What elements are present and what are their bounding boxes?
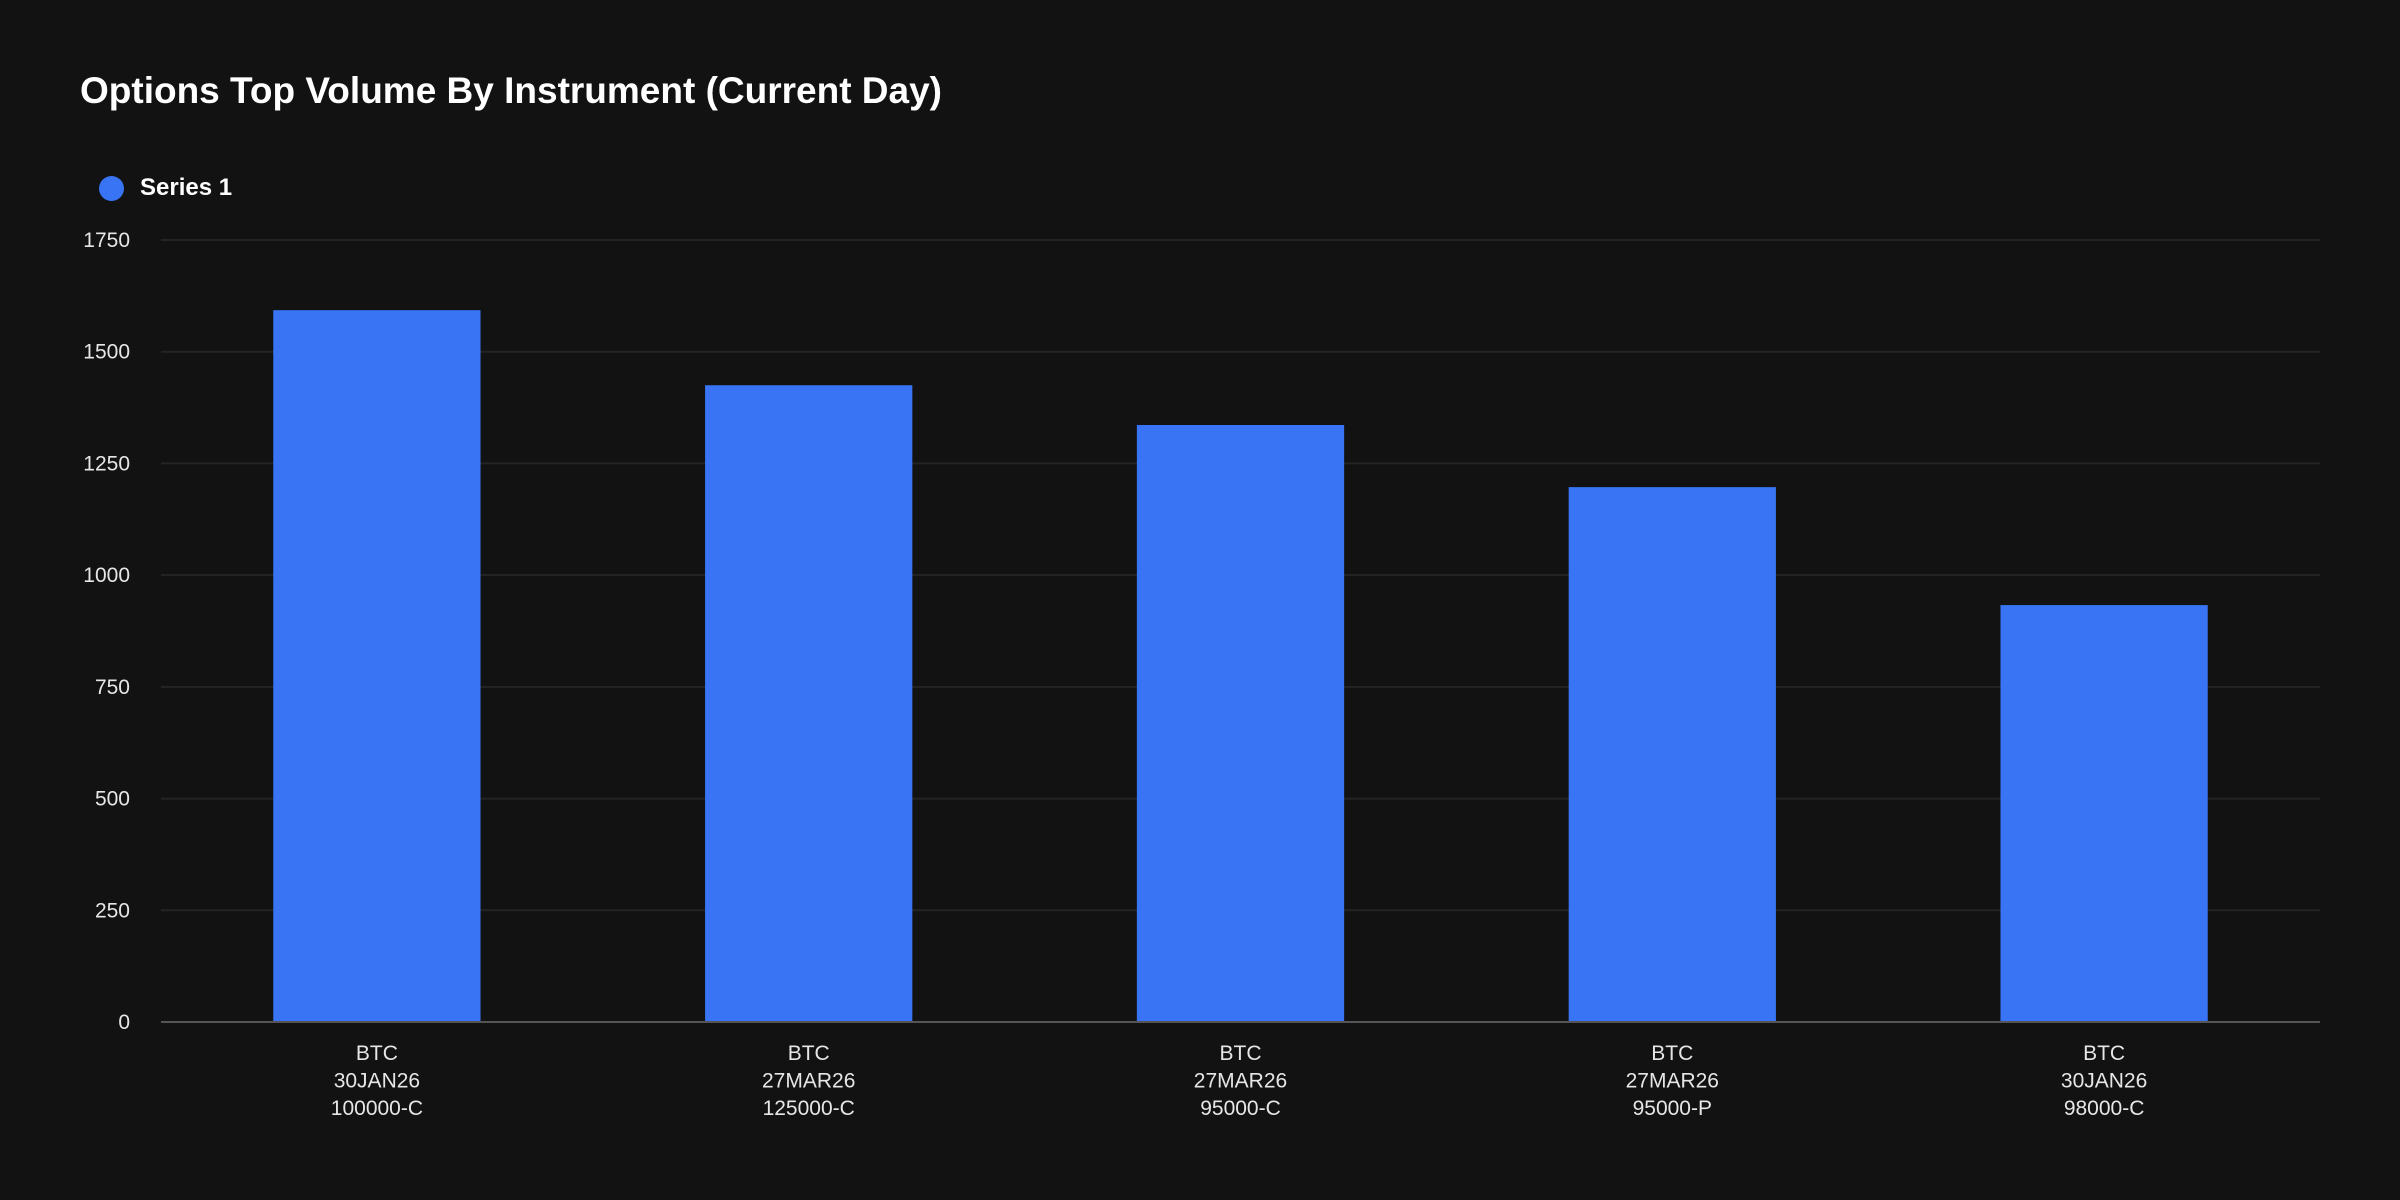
x-tick-label: 95000-C bbox=[1200, 1097, 1281, 1120]
x-tick-label: 30JAN26 bbox=[334, 1070, 420, 1093]
legend-marker bbox=[99, 175, 124, 201]
bar bbox=[2000, 605, 2208, 1022]
x-tick-label: BTC bbox=[2083, 1042, 2125, 1065]
x-tick-label: BTC bbox=[356, 1042, 398, 1065]
x-tick-label: 27MAR26 bbox=[1626, 1070, 1719, 1093]
y-tick-label: 500 bbox=[95, 788, 130, 811]
x-tick-label: BTC bbox=[788, 1042, 830, 1065]
y-tick-label: 1750 bbox=[83, 229, 130, 252]
bar bbox=[1136, 424, 1345, 1022]
bar bbox=[273, 310, 481, 1022]
x-tick-label: 98000-C bbox=[2064, 1097, 2145, 1120]
x-tick-label: BTC bbox=[1651, 1042, 1693, 1065]
x-tick-label: 95000-P bbox=[1633, 1097, 1712, 1120]
y-tick-label: 0 bbox=[118, 1011, 130, 1034]
x-tick-label: 27MAR26 bbox=[762, 1070, 855, 1093]
bar bbox=[1568, 487, 1776, 1022]
x-tick-label: 125000-C bbox=[763, 1097, 855, 1120]
x-tick-label: 27MAR26 bbox=[1194, 1070, 1287, 1093]
y-tick-label: 1500 bbox=[83, 341, 130, 364]
chart-title: Options Top Volume By Instrument (Curren… bbox=[80, 70, 943, 111]
legend-label: Series 1 bbox=[140, 174, 233, 201]
y-tick-label: 250 bbox=[95, 899, 130, 922]
legend: Series 1 bbox=[99, 174, 232, 202]
bar bbox=[705, 385, 913, 1022]
x-tick-label: 100000-C bbox=[331, 1097, 423, 1120]
x-tick-label: BTC bbox=[1220, 1042, 1262, 1065]
y-tick-label: 1250 bbox=[83, 452, 130, 475]
x-tick-label: 30JAN26 bbox=[2061, 1070, 2147, 1093]
y-tick-label: 1000 bbox=[83, 564, 130, 587]
y-tick-label: 750 bbox=[95, 676, 130, 699]
